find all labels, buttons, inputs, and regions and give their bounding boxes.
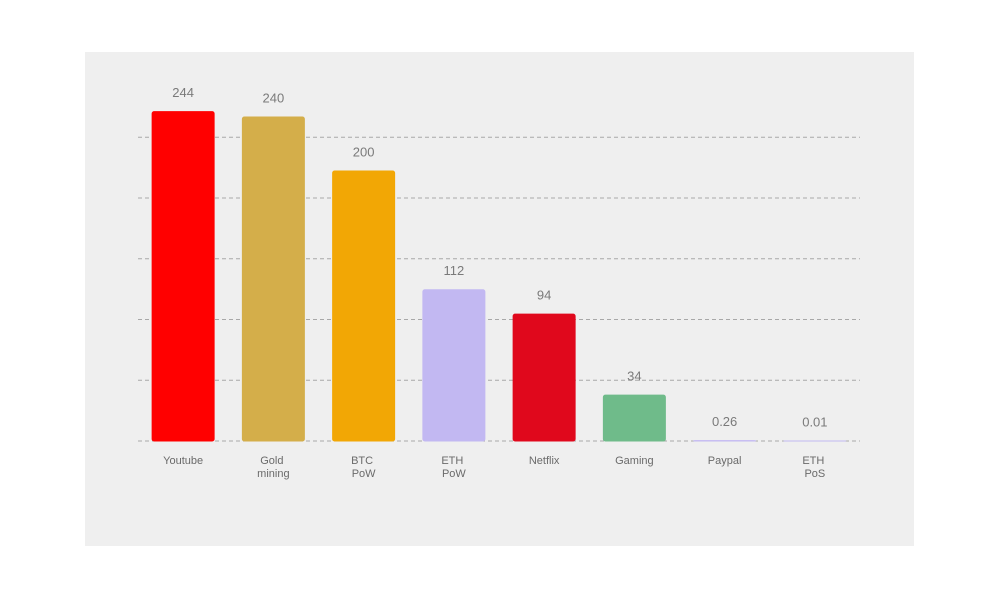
chart-panel: [85, 52, 914, 546]
bar: [151, 111, 215, 442]
x-tick-label: Paypal: [708, 455, 742, 467]
x-tick-label: ETH PoW: [441, 455, 466, 480]
x-tick-label: Netflix: [529, 455, 560, 467]
x-tick-label: Gold mining: [257, 455, 289, 480]
x-tick-label: Youtube: [163, 455, 203, 467]
value-label: 94: [537, 288, 551, 303]
value-label: 0.01: [802, 414, 827, 429]
value-label: 34: [627, 369, 641, 384]
bar: [602, 394, 666, 442]
value-label: 0.26: [712, 414, 737, 429]
value-label: 240: [263, 90, 285, 105]
x-tick-label: BTC PoW: [351, 455, 376, 480]
value-label: 200: [353, 144, 375, 159]
bar: [422, 289, 486, 442]
value-label: 112: [444, 263, 465, 278]
bar: [512, 313, 576, 442]
x-tick-label: ETH PoS: [802, 455, 827, 480]
x-tick-label: Gaming: [615, 455, 654, 467]
bar: [332, 170, 396, 442]
bar: [241, 116, 305, 442]
value-label: 244: [172, 85, 194, 100]
